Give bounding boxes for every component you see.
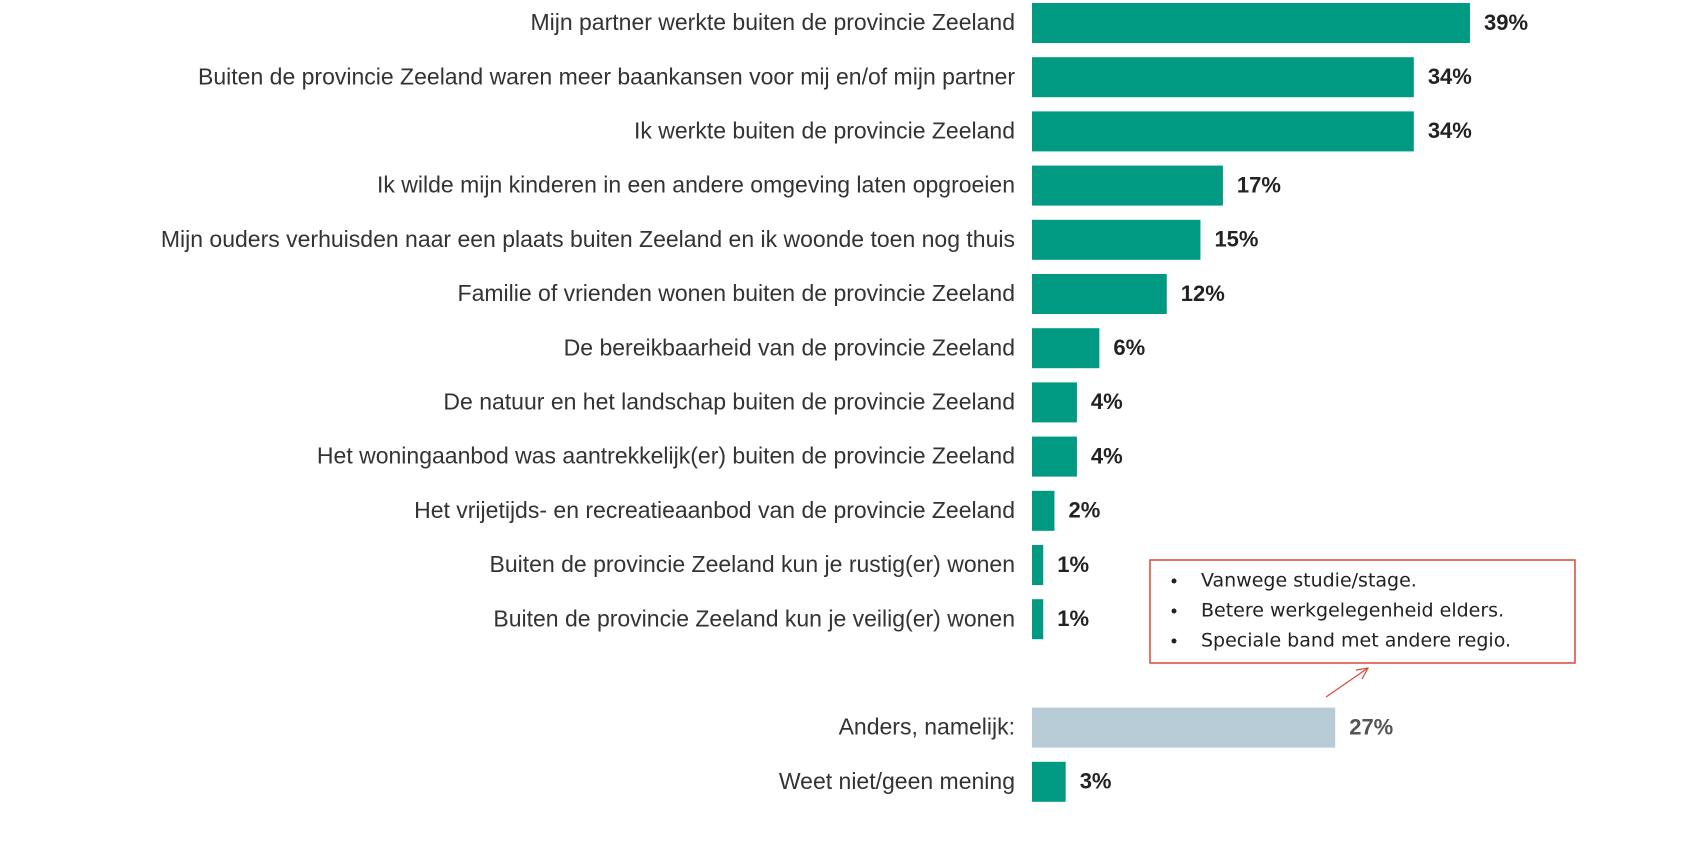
annotation-item: Speciale band met andere regio. — [1201, 630, 1511, 652]
value-label: 4% — [1091, 443, 1123, 468]
category-label: Buiten de provincie Zeeland kun je veili… — [493, 605, 1015, 631]
bar — [1032, 3, 1470, 43]
annotation-box — [1149, 559, 1576, 664]
value-label: 1% — [1057, 606, 1089, 631]
category-label: Familie of vrienden wonen buiten de prov… — [458, 280, 1015, 306]
value-label: 6% — [1113, 335, 1145, 360]
value-label: 27% — [1349, 714, 1393, 739]
category-label: Het woningaanbod was aantrekkelijk(er) b… — [317, 443, 1015, 469]
category-label: Ik werkte buiten de provincie Zeeland — [634, 117, 1015, 143]
value-label: 3% — [1080, 769, 1112, 794]
value-label: 17% — [1237, 172, 1281, 197]
category-label: Buiten de provincie Zeeland kun je rusti… — [490, 551, 1015, 577]
bullet — [1171, 638, 1177, 644]
bar — [1032, 545, 1044, 585]
bar — [1032, 328, 1100, 369]
value-label: 2% — [1068, 498, 1100, 523]
annotation-arrowhead — [1355, 667, 1370, 680]
annotation-arrow — [1325, 667, 1369, 698]
category-label: Mijn ouders verhuisden naar een plaats b… — [161, 226, 1015, 252]
category-label: Weet niet/geen mening — [779, 768, 1015, 794]
category-label: De natuur en het landschap buiten de pro… — [443, 388, 1015, 414]
category-label: Anders, namelijk: — [839, 714, 1015, 740]
value-label: 15% — [1214, 227, 1258, 252]
bar — [1032, 490, 1055, 531]
bar — [1032, 219, 1201, 260]
category-label: Buiten de provincie Zeeland waren meer b… — [198, 63, 1015, 89]
bar — [1032, 274, 1167, 314]
value-label: 34% — [1428, 64, 1472, 89]
bar — [1032, 57, 1414, 98]
bar — [1032, 165, 1223, 206]
annotation-item: Betere werkgelegenheid elders. — [1201, 600, 1504, 622]
bullet — [1171, 608, 1177, 614]
bar — [1032, 111, 1414, 152]
value-label: 4% — [1091, 389, 1123, 414]
value-label: 1% — [1057, 552, 1089, 577]
category-label: Het vrijetijds- en recreatieaanbod van d… — [414, 497, 1015, 523]
value-label: 39% — [1484, 10, 1528, 35]
value-label: 12% — [1181, 281, 1225, 306]
bar — [1032, 599, 1044, 640]
bar — [1032, 436, 1077, 477]
category-label: Mijn partner werkte buiten de provincie … — [530, 9, 1015, 35]
bar — [1032, 761, 1066, 802]
bar — [1032, 707, 1336, 748]
category-label: De bereikbaarheid van de provincie Zeela… — [564, 334, 1015, 360]
bullet — [1171, 578, 1177, 584]
category-label: Ik wilde mijn kinderen in een andere omg… — [377, 172, 1015, 198]
bar — [1032, 382, 1077, 423]
value-label: 34% — [1428, 118, 1472, 143]
annotation-item: Vanwege studie/stage. — [1201, 570, 1417, 592]
